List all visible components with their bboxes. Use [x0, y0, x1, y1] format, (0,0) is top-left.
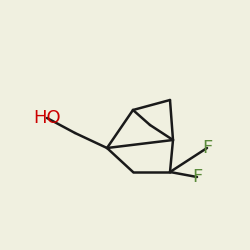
Text: HO: HO [33, 109, 61, 127]
Text: F: F [192, 168, 202, 186]
Text: F: F [202, 139, 212, 157]
